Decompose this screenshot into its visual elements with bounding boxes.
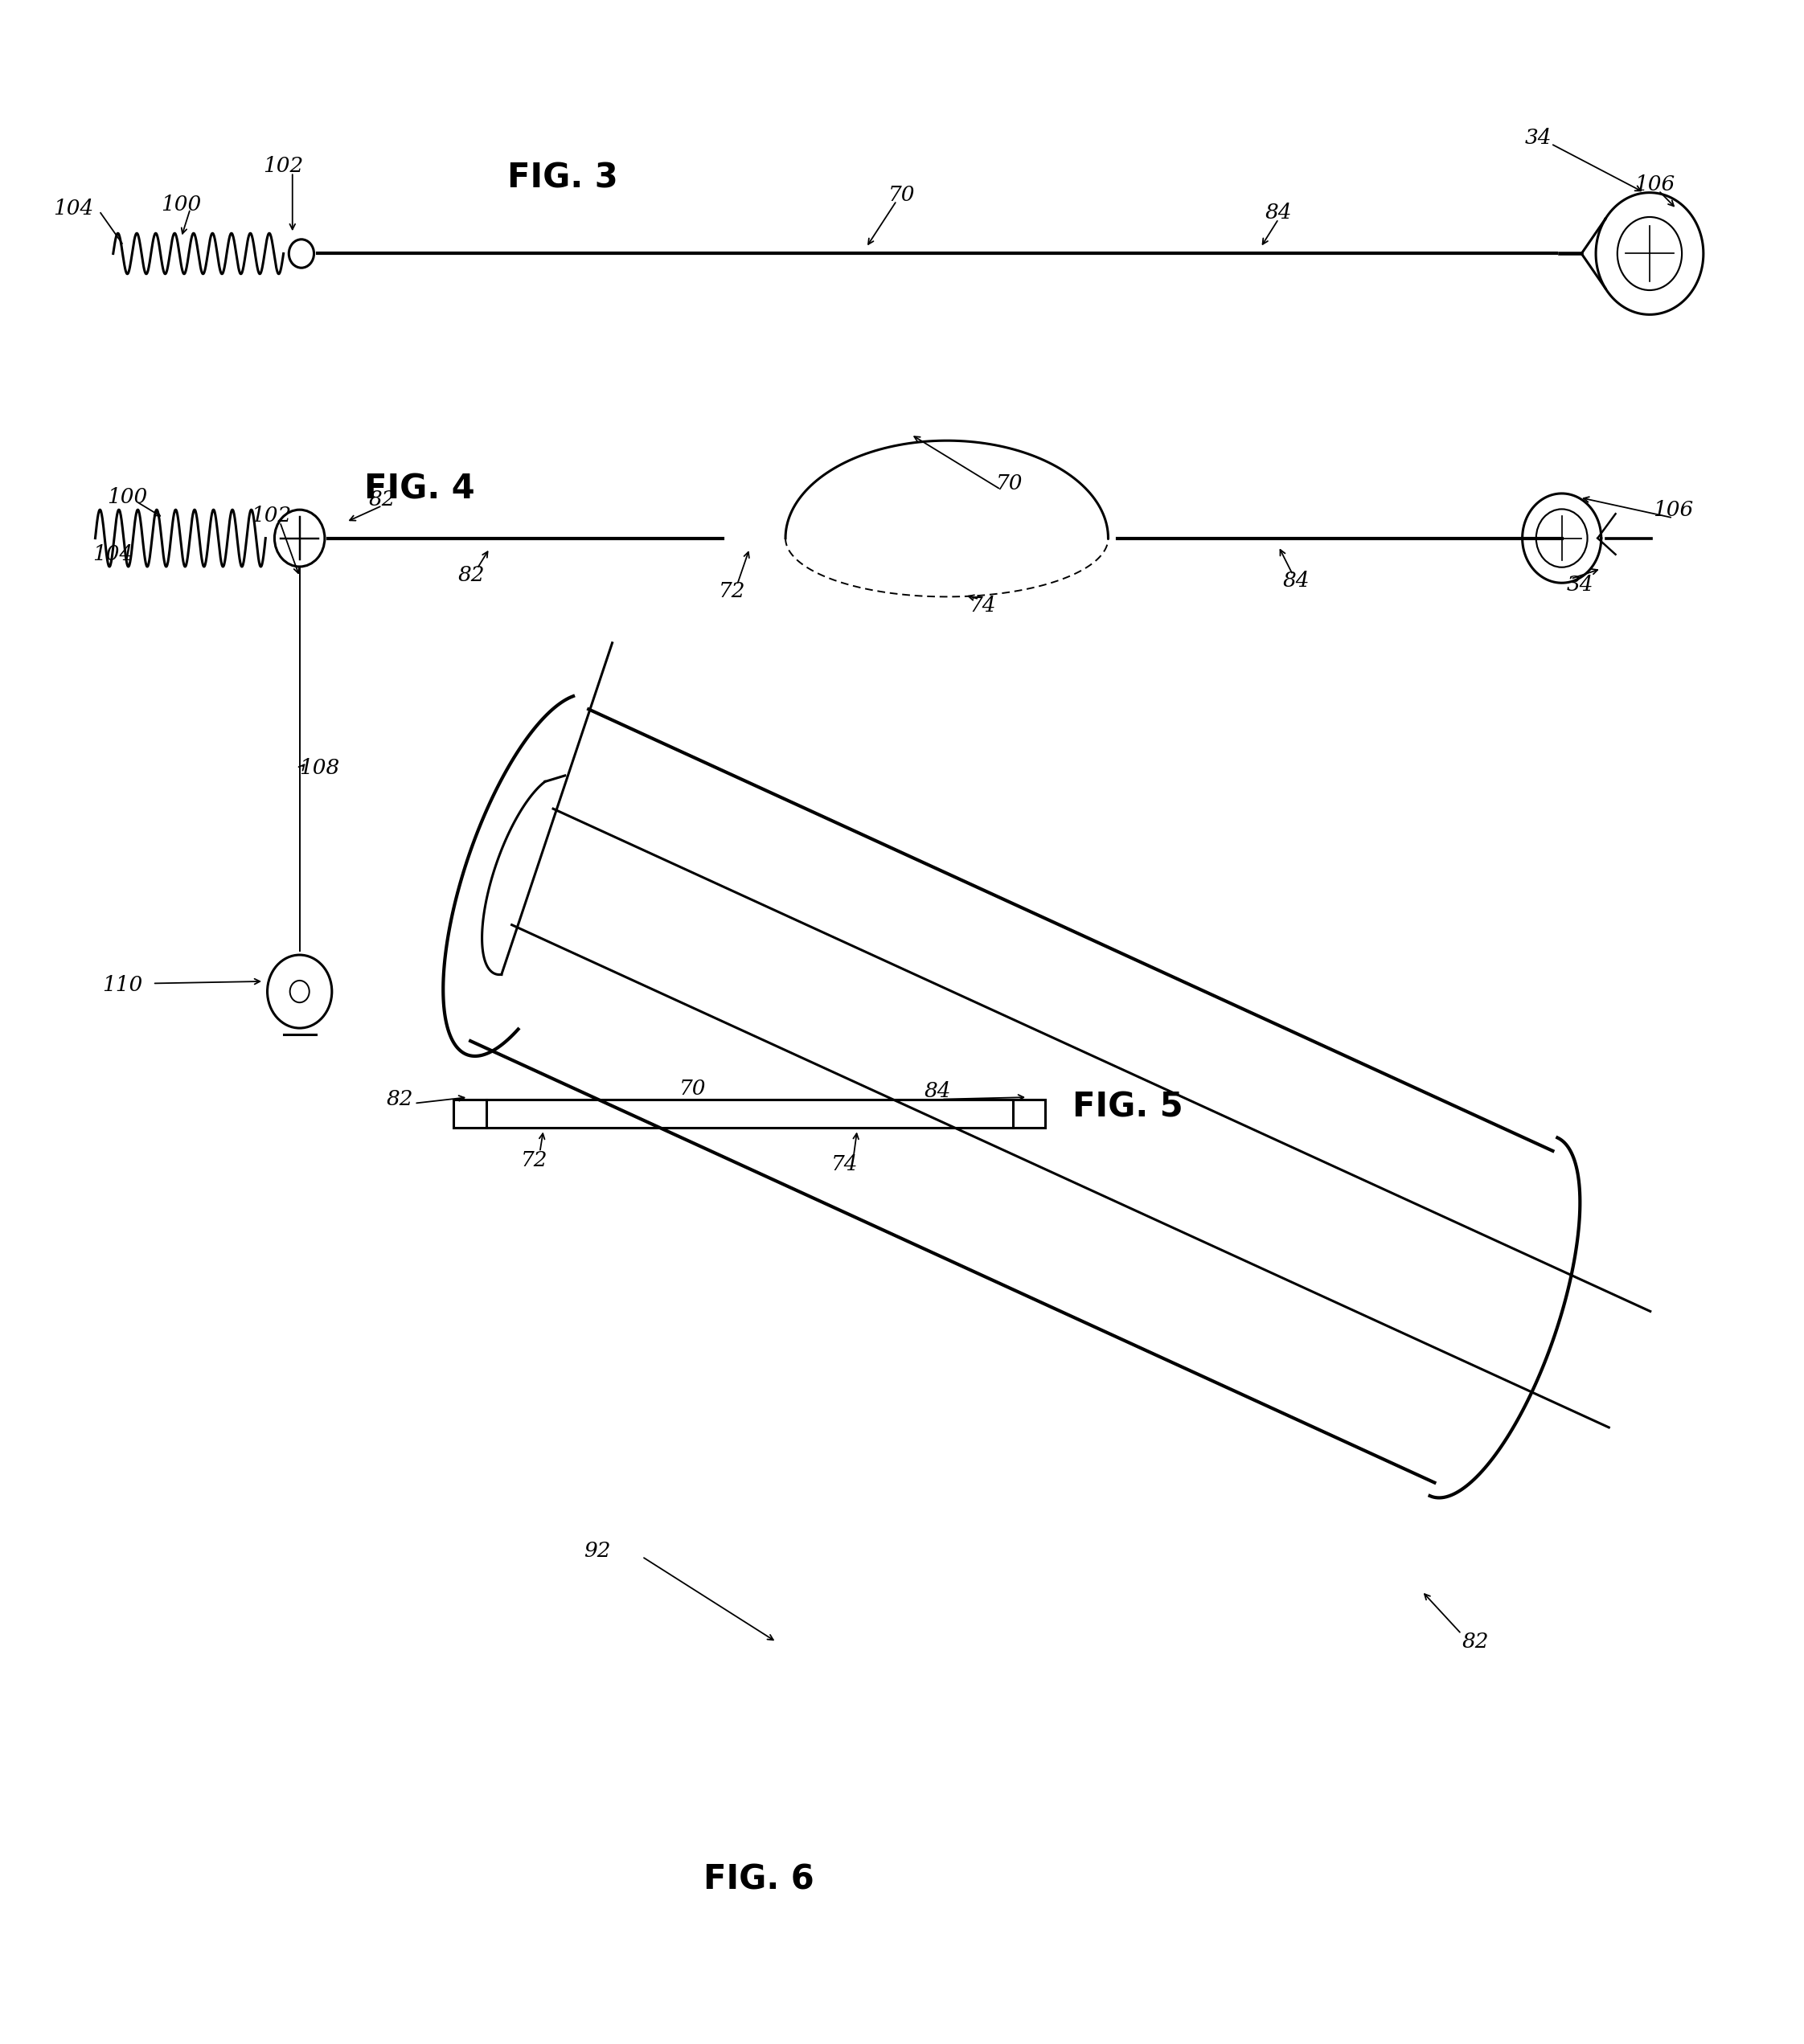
Text: 102: 102: [251, 505, 290, 525]
Text: 34: 34: [1566, 574, 1593, 595]
Text: 74: 74: [969, 595, 996, 615]
Text: FIG. 4: FIG. 4: [364, 472, 474, 507]
Text: 84: 84: [1283, 570, 1310, 591]
Text: 92: 92: [584, 1541, 612, 1560]
Text: 104: 104: [54, 198, 94, 219]
Text: 84: 84: [1265, 202, 1292, 223]
Text: 106: 106: [1652, 499, 1694, 519]
Bar: [1014, 1100, 1046, 1128]
Text: FIG. 5: FIG. 5: [1072, 1091, 1183, 1124]
Text: 108: 108: [299, 758, 339, 779]
Text: 82: 82: [458, 564, 485, 585]
Text: 70: 70: [996, 474, 1023, 493]
Text: FIG. 6: FIG. 6: [704, 1862, 814, 1897]
Text: 106: 106: [1634, 174, 1676, 194]
Text: 84: 84: [924, 1081, 951, 1102]
Text: 104: 104: [94, 544, 133, 564]
Text: 110: 110: [101, 975, 143, 995]
Text: 72: 72: [718, 580, 745, 601]
Text: 82: 82: [368, 489, 395, 509]
Text: 82: 82: [1463, 1631, 1488, 1652]
Text: 70: 70: [889, 184, 915, 204]
Text: 34: 34: [1524, 127, 1551, 147]
Text: 72: 72: [521, 1151, 548, 1171]
Text: 100: 100: [106, 486, 148, 507]
Text: 100: 100: [161, 194, 202, 215]
Bar: [455, 1100, 485, 1128]
Text: 102: 102: [263, 155, 303, 176]
Text: 70: 70: [678, 1079, 705, 1100]
Text: FIG. 3: FIG. 3: [507, 161, 619, 196]
Text: 82: 82: [386, 1089, 413, 1110]
Text: 74: 74: [832, 1155, 859, 1175]
